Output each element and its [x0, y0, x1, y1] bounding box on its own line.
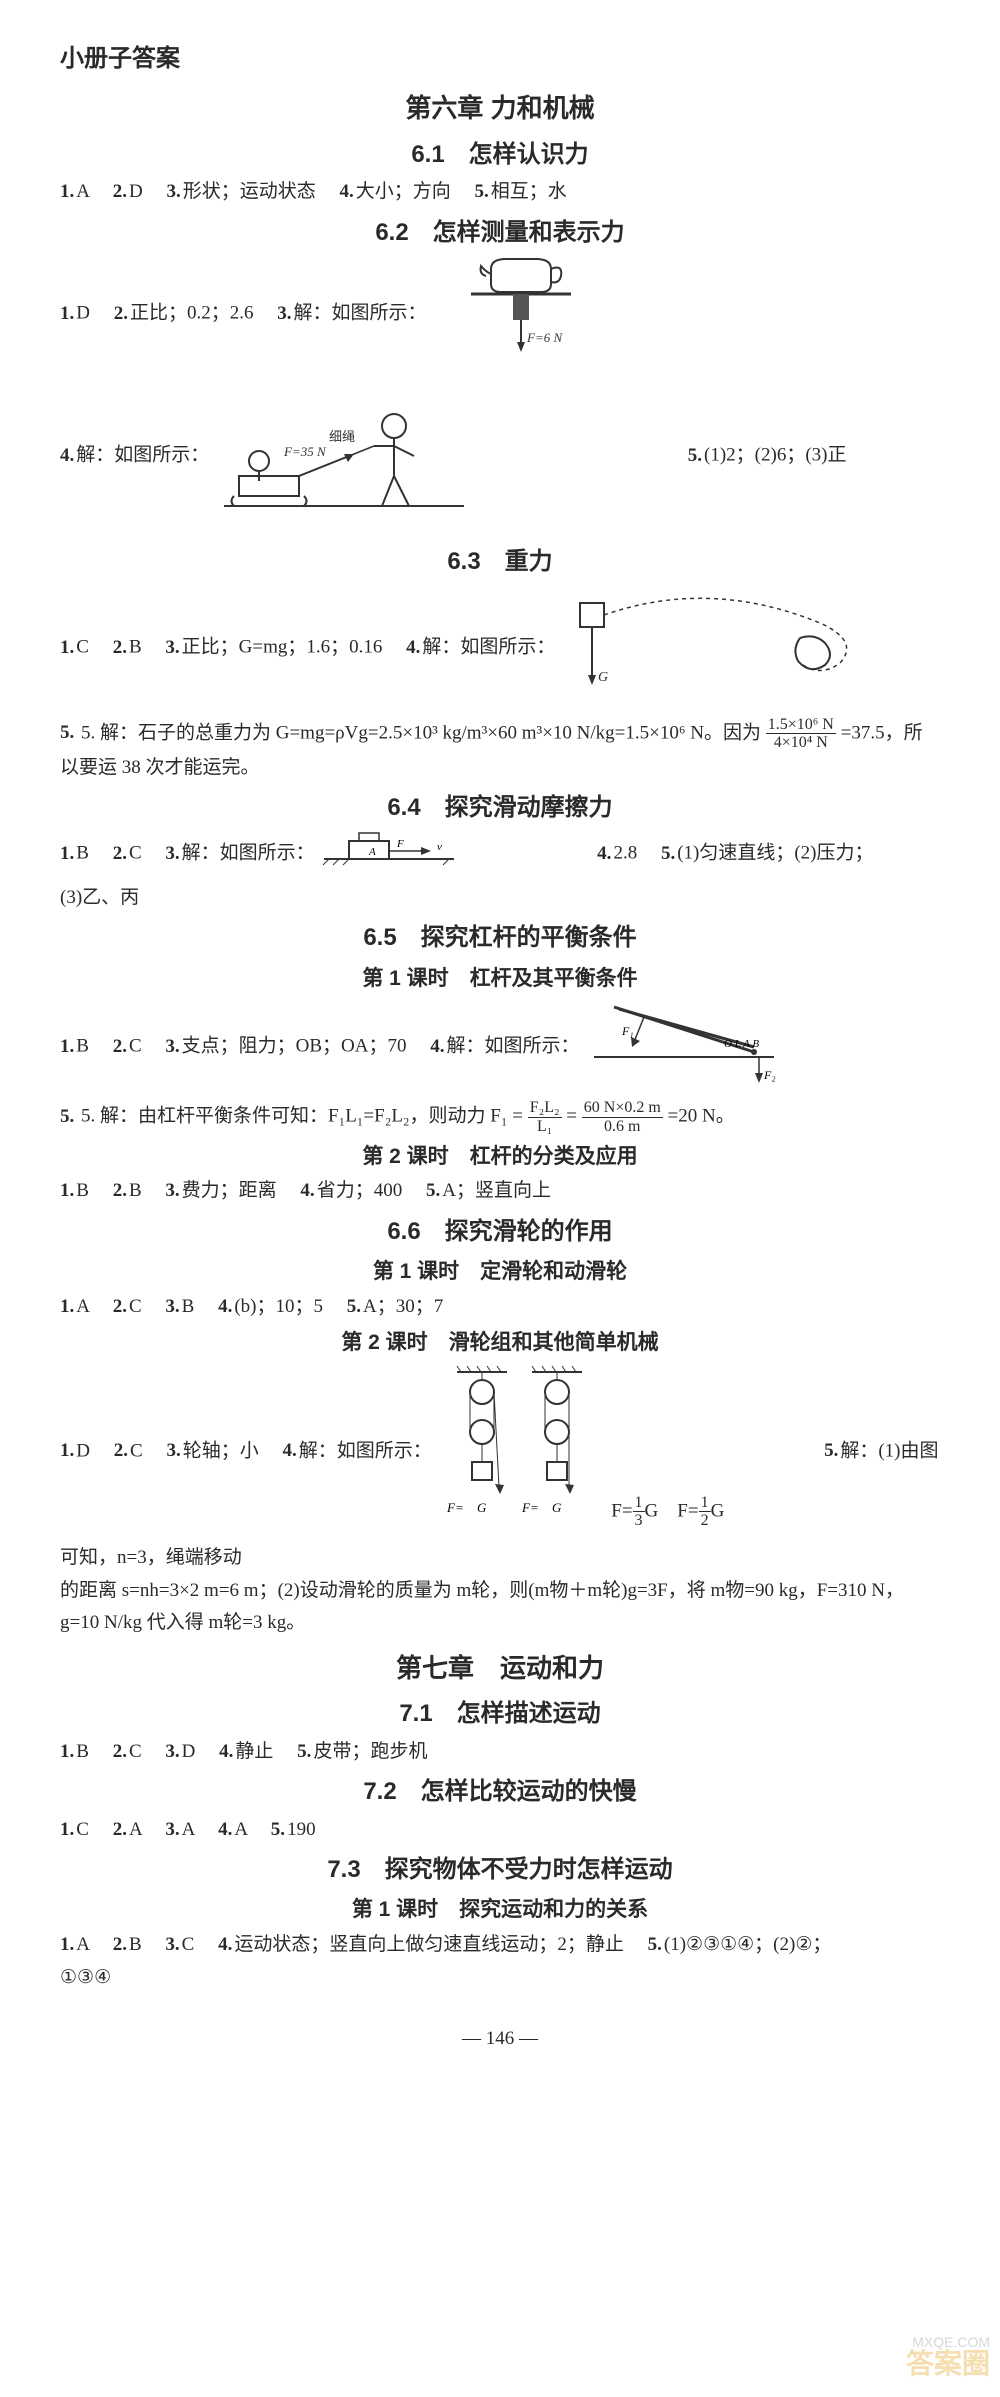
answers-6-6-c1: 1.A 2.C 3.B 4.(b)；10；5 5.A；30；7 [60, 1291, 940, 1322]
answers-7-3-c1-line1: 1.A 2.B 3.C 4.运动状态；竖直向上做匀速直线运动；2；静止 5.(1… [60, 1929, 940, 1960]
figure-6-4-friction: A F v [319, 829, 459, 879]
watermark-logo: 答案圈 [906, 2342, 990, 2387]
svg-text:G: G [477, 1500, 487, 1515]
svg-text:F₁: F₁ [621, 1024, 634, 1038]
section-6-6-c1-title: 第 1 课时 定滑轮和动滑轮 [60, 1255, 940, 1289]
section-6-1-title: 6.1 怎样认识力 [60, 136, 940, 174]
answers-7-2: 1.C 2.A 3.A 4.A 5.190 [60, 1814, 940, 1845]
section-6-6-title: 6.6 探究滑轮的作用 [60, 1213, 940, 1251]
section-6-5-c1-title: 第 1 课时 杠杆及其平衡条件 [60, 962, 940, 996]
svg-text:O L A B: O L A B [724, 1038, 759, 1050]
section-6-5-title: 6.5 探究杠杆的平衡条件 [60, 919, 940, 957]
answers-6-6-c2-line1: 1.D 2.C 3.轮轴；小 4.解：如图所示： F= G [60, 1362, 940, 1574]
answers-6-3-line2: 5. 5. 解：石子的总重力为 G=mg=ρVg=2.5×10³ kg/m³×6… [60, 716, 940, 784]
answers-6-1: 1.A 2.D 3.形状；运动状态 4.大小；方向 5.相互；水 [60, 176, 940, 207]
figure-6-3-yoyo: G [560, 583, 880, 713]
svg-text:F=35 N: F=35 N [283, 444, 327, 459]
section-7-1-title: 7.1 怎样描述运动 [60, 1695, 940, 1733]
section-6-6-c2-title: 第 2 课时 滑轮组和其他简单机械 [60, 1326, 940, 1360]
answers-6-4-line2: (3)乙、丙 [60, 882, 940, 913]
figure-6-2-teapot: F=6 N [431, 254, 601, 374]
section-7-3-c1-title: 第 1 课时 探究运动和力的关系 [60, 1893, 940, 1927]
section-6-4-title: 6.4 探究滑动摩擦力 [60, 789, 940, 827]
section-7-2-title: 7.2 怎样比较运动的快慢 [60, 1773, 940, 1811]
svg-text:F=: F= [521, 1500, 539, 1515]
svg-text:细绳: 细绳 [329, 429, 355, 444]
chapter-7-title: 第七章 运动和力 [60, 1648, 940, 1690]
gravity-label: G [598, 670, 608, 685]
figure-6-6-pulleys: F= G F= G [437, 1362, 607, 1542]
answers-6-6-c2-line2: 的距离 s=nh=3×2 m=6 m；(2)设动滑轮的质量为 m轮，则(m物＋m… [60, 1575, 940, 1638]
answers-6-2-line2: 4.解：如图所示： F=35 N 细绳 5.(1)2；(2)6；(3)正 [60, 376, 940, 536]
figure-6-5-lever: F₁ O L A B F₂ [584, 997, 784, 1097]
answers-7-1: 1.B 2.C 3.D 4.静止 5.皮带；跑步机 [60, 1736, 940, 1767]
answers-6-5-c1-line1: 1.B 2.C 3.支点；阻力；OB；OA；70 4.解：如图所示： F₁ O … [60, 997, 940, 1097]
answers-6-5-c1-line2: 5. 5. 解：由杠杆平衡条件可知：F₁L₁=F₂L₂，则动力 F₁ = F₂L… [60, 1099, 940, 1135]
svg-text:F: F [396, 838, 404, 850]
answers-6-4-line1: 1.B 2.C 3.解：如图所示： A F v 4.2.8 5.(1)匀速直线；… [60, 829, 940, 879]
booklet-title: 小册子答案 [60, 40, 940, 78]
force-label-6n: F=6 N [526, 330, 563, 345]
section-6-2-title: 6.2 怎样测量和表示力 [60, 214, 940, 252]
page-number: — 146 — [60, 2024, 940, 2054]
svg-text:G: G [552, 1500, 562, 1515]
answers-6-5-c2: 1.B 2.B 3.费力；距离 4.省力；400 5.A；竖直向上 [60, 1175, 940, 1206]
figure-6-2-sled: F=35 N 细绳 [214, 376, 474, 536]
svg-text:F=: F= [446, 1500, 464, 1515]
section-6-5-c2-title: 第 2 课时 杠杆的分类及应用 [60, 1140, 940, 1174]
section-6-3-title: 6.3 重力 [60, 543, 940, 581]
chapter-6-title: 第六章 力和机械 [60, 88, 940, 130]
answers-7-3-c1-line2: ①③④ [60, 1962, 940, 1993]
svg-text:F₂: F₂ [763, 1068, 776, 1082]
section-7-3-title: 7.3 探究物体不受力时怎样运动 [60, 1851, 940, 1889]
answers-6-3-line1: 1.C 2.B 3.正比；G=mg；1.6；0.16 4.解：如图所示： G [60, 583, 940, 713]
svg-text:v: v [437, 841, 442, 853]
svg-text:A: A [368, 846, 376, 858]
answers-6-2-line1: 1.D 2.正比；0.2；2.6 3.解：如图所示： F=6 N [60, 254, 940, 374]
